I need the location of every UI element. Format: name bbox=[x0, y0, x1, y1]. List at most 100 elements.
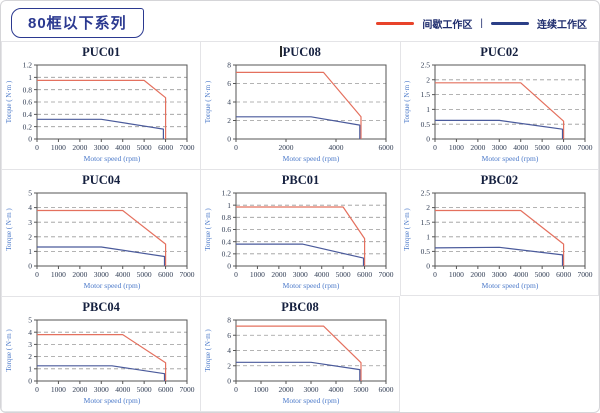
y-tick-label: 0.5 bbox=[421, 247, 431, 256]
y-tick-label: 2 bbox=[28, 232, 32, 241]
x-axis-label: Motor speed (rpm) bbox=[482, 154, 539, 163]
chart-title: PBC01 bbox=[201, 172, 399, 188]
y-tick-label: 0 bbox=[28, 377, 32, 386]
plot-border bbox=[434, 64, 586, 140]
intermittent-zone-curve bbox=[37, 334, 167, 381]
x-tick-label: 7000 bbox=[578, 270, 593, 279]
x-tick-label: 3000 bbox=[94, 270, 109, 279]
plot-border bbox=[36, 319, 188, 382]
x-tick-label: 0 bbox=[433, 143, 437, 152]
chart-title-text: PUC08 bbox=[282, 45, 321, 59]
x-tick-label: 7000 bbox=[578, 143, 593, 152]
chart-title-text: PBC01 bbox=[281, 173, 320, 187]
x-tick-label: 0 bbox=[35, 385, 39, 394]
chart-canvas-PUC02: 0 0.5 1 1.5 2 2.5 0 1000 2000 3000 4000 5000 6000 700… bbox=[403, 61, 593, 163]
x-tick-label: 6000 bbox=[358, 270, 373, 279]
chart-cell-PUC04: PUC04 0 1 2 3 4 5 0 1000 2000 3000 4000 5000 6000 7000… bbox=[1, 169, 201, 296]
x-tick-label: 4000 bbox=[329, 143, 344, 152]
y-tick-label: 1 bbox=[28, 73, 32, 82]
x-tick-label: 3000 bbox=[303, 385, 318, 394]
chart-title: PUC04 bbox=[2, 172, 200, 188]
y-axis-label: Torque ( N·m ) bbox=[403, 208, 411, 251]
x-tick-label: 6000 bbox=[556, 270, 571, 279]
y-axis-label: Torque ( N·m ) bbox=[403, 80, 411, 123]
x-tick-label: 4000 bbox=[115, 270, 130, 279]
continuous-zone-curve bbox=[435, 119, 564, 139]
y-tick-label: 0.2 bbox=[23, 122, 33, 131]
y-tick-label: 0 bbox=[228, 135, 232, 144]
x-tick-label: 1000 bbox=[449, 143, 464, 152]
chart-title-text: PBC02 bbox=[480, 173, 519, 187]
plot-border bbox=[434, 192, 586, 267]
y-tick-label: 6 bbox=[228, 79, 232, 88]
header: 80框以下系列 间歇工作区 | 连续工作区 bbox=[1, 1, 599, 41]
x-axis-label: Motor speed (rpm) bbox=[283, 281, 340, 290]
y-tick-label: 0.8 bbox=[23, 85, 33, 94]
y-axis-label: Torque ( N·m ) bbox=[204, 329, 212, 372]
continuous-zone-line-icon bbox=[491, 22, 529, 25]
x-tick-label: 4000 bbox=[514, 143, 529, 152]
chart-title: PUC08 bbox=[201, 44, 399, 60]
continuous-zone-curve bbox=[235, 361, 361, 381]
chart-title-text: PUC01 bbox=[82, 45, 121, 59]
x-axis-label: Motor speed (rpm) bbox=[84, 154, 141, 163]
continuous-zone-curve bbox=[236, 116, 361, 139]
chart-canvas-PBC01: 0 0.2 0.4 0.6 0.8 1 1.2 0 1000 2000 3000 4000 5000 60… bbox=[204, 189, 394, 290]
x-tick-label: 7000 bbox=[180, 143, 195, 152]
y-axis-label: Torque ( N·m ) bbox=[5, 208, 13, 251]
y-tick-label: 0.6 bbox=[222, 225, 232, 234]
continuous-zone-curve bbox=[37, 118, 165, 139]
chart-title: PUC02 bbox=[401, 44, 598, 60]
y-tick-label: 5 bbox=[28, 189, 32, 198]
y-tick-label: 1.2 bbox=[222, 189, 232, 198]
intermittent-zone-curve bbox=[435, 209, 565, 266]
x-tick-label: 2000 bbox=[272, 270, 287, 279]
chart-canvas-PBC08: 0 2 4 6 8 0 1000 2000 3000 4000 5000 6000 Torque ( N… bbox=[204, 316, 394, 405]
x-tick-label: 0 bbox=[235, 270, 239, 279]
y-tick-label: 0.8 bbox=[222, 213, 232, 222]
y-tick-label: 5 bbox=[28, 316, 32, 325]
y-tick-label: 6 bbox=[227, 331, 231, 340]
y-tick-label: 0 bbox=[427, 135, 431, 144]
x-tick-label: 7000 bbox=[180, 385, 195, 394]
chart-canvas-PUC08: 0 2 4 6 8 0 2000 4000 6000 Torque ( N·m ) Motor sp… bbox=[204, 61, 394, 163]
intermittent-zone-line-icon bbox=[376, 22, 415, 25]
chart-cell-PBC04: PBC04 0 1 2 3 4 5 0 1000 2000 3000 4000 5000 6000 7000… bbox=[1, 296, 201, 412]
chart-title-text: PBC08 bbox=[281, 300, 319, 314]
x-tick-label: 6000 bbox=[556, 143, 571, 152]
x-tick-label: 3000 bbox=[492, 143, 507, 152]
x-tick-label: 1000 bbox=[253, 385, 268, 394]
empty-cell bbox=[400, 296, 599, 412]
legend-label-intermittent: 间歇工作区 bbox=[422, 20, 473, 31]
legend: 间歇工作区 | 连续工作区 bbox=[376, 16, 587, 31]
x-tick-label: 2000 bbox=[73, 143, 88, 152]
y-tick-label: 1 bbox=[28, 247, 32, 256]
chart-cell-PBC02: PBC02 0 0.5 1 1.5 2 2.5 0 1000 2000 3000 4000 5000 60… bbox=[399, 169, 599, 296]
y-tick-label: 0.6 bbox=[23, 98, 33, 107]
chart-cell-PBC08: PBC08 0 2 4 6 8 0 1000 2000 3000 4000 5000 6000 Torqu… bbox=[200, 296, 400, 412]
y-tick-label: 0 bbox=[28, 262, 32, 271]
x-tick-label: 0 bbox=[35, 270, 39, 279]
chart-title: PBC02 bbox=[401, 172, 598, 188]
continuous-zone-curve bbox=[435, 246, 564, 266]
chart-canvas-PBC02: 0 0.5 1 1.5 2 2.5 0 1000 2000 3000 4000 5000 6000 700… bbox=[403, 189, 593, 290]
y-tick-label: 3 bbox=[28, 218, 32, 227]
y-tick-label: 0 bbox=[427, 262, 431, 271]
x-tick-label: 2000 bbox=[471, 270, 486, 279]
x-tick-label: 4000 bbox=[315, 270, 330, 279]
text-cursor bbox=[280, 46, 282, 57]
x-axis-label: Motor speed (rpm) bbox=[283, 396, 340, 405]
intermittent-zone-curve bbox=[236, 206, 366, 266]
intermittent-zone-curve bbox=[235, 325, 362, 381]
continuous-zone-curve bbox=[37, 246, 166, 266]
x-tick-label: 1000 bbox=[449, 270, 464, 279]
chart-title-text: PUC04 bbox=[82, 173, 121, 187]
y-tick-label: 4 bbox=[228, 98, 232, 107]
x-tick-label: 7000 bbox=[180, 270, 195, 279]
y-tick-label: 1.2 bbox=[23, 61, 33, 70]
y-tick-label: 1 bbox=[28, 364, 32, 373]
x-axis-label: Motor speed (rpm) bbox=[283, 154, 340, 163]
legend-separator: | bbox=[480, 18, 483, 29]
intermittent-zone-curve bbox=[236, 71, 363, 139]
y-axis-label: Torque ( N·m ) bbox=[204, 208, 212, 251]
